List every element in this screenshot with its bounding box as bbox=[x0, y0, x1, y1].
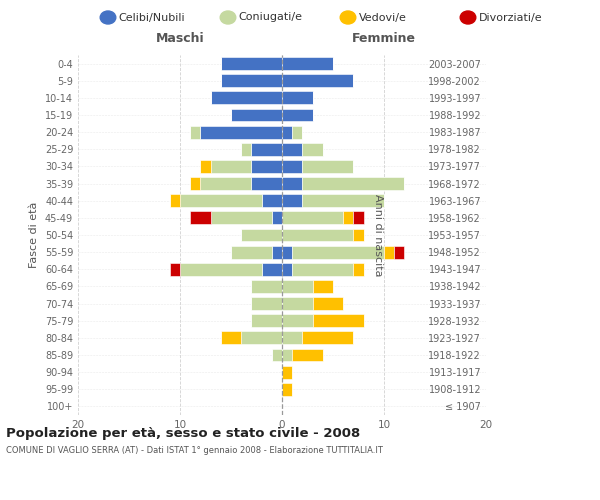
Bar bbox=[353, 228, 364, 241]
Bar bbox=[353, 212, 364, 224]
Bar bbox=[282, 74, 353, 87]
Text: COMUNE DI VAGLIO SERRA (AT) - Dati ISTAT 1° gennaio 2008 - Elaborazione TUTTITAL: COMUNE DI VAGLIO SERRA (AT) - Dati ISTAT… bbox=[6, 446, 383, 455]
Bar bbox=[241, 143, 251, 156]
Bar bbox=[282, 212, 343, 224]
Bar bbox=[282, 366, 292, 378]
Bar bbox=[282, 263, 292, 276]
Bar bbox=[302, 332, 353, 344]
Bar bbox=[292, 126, 302, 138]
Bar bbox=[221, 332, 241, 344]
Bar bbox=[353, 263, 364, 276]
Bar bbox=[180, 194, 262, 207]
Text: Maschi: Maschi bbox=[155, 32, 205, 45]
Bar bbox=[282, 280, 313, 293]
Bar bbox=[282, 194, 302, 207]
Bar bbox=[292, 263, 353, 276]
Bar bbox=[282, 297, 313, 310]
Bar bbox=[313, 280, 333, 293]
Bar bbox=[313, 297, 343, 310]
Bar bbox=[190, 177, 200, 190]
Bar bbox=[384, 246, 394, 258]
Bar bbox=[302, 194, 384, 207]
Bar bbox=[251, 280, 282, 293]
Bar bbox=[302, 143, 323, 156]
Bar bbox=[292, 348, 323, 362]
Bar bbox=[170, 194, 180, 207]
Bar bbox=[282, 177, 302, 190]
Bar bbox=[282, 143, 302, 156]
Bar bbox=[272, 212, 282, 224]
Bar bbox=[282, 57, 333, 70]
Text: Femmine: Femmine bbox=[352, 32, 416, 45]
Bar bbox=[282, 332, 302, 344]
Bar bbox=[282, 108, 313, 122]
Bar bbox=[251, 143, 282, 156]
Bar bbox=[282, 126, 292, 138]
Bar bbox=[211, 160, 251, 173]
Bar bbox=[180, 263, 262, 276]
Bar bbox=[282, 160, 302, 173]
Bar bbox=[272, 246, 282, 258]
Bar bbox=[282, 246, 292, 258]
Bar bbox=[282, 92, 313, 104]
Bar bbox=[251, 314, 282, 327]
Bar bbox=[241, 332, 282, 344]
Bar bbox=[302, 177, 404, 190]
Y-axis label: Anni di nascita: Anni di nascita bbox=[373, 194, 383, 276]
Bar bbox=[282, 314, 313, 327]
Bar bbox=[190, 212, 211, 224]
Bar bbox=[394, 246, 404, 258]
Bar bbox=[251, 297, 282, 310]
Bar bbox=[231, 246, 272, 258]
Bar bbox=[211, 212, 272, 224]
Bar bbox=[200, 160, 211, 173]
Bar bbox=[343, 212, 353, 224]
Bar bbox=[272, 348, 282, 362]
Bar bbox=[262, 263, 282, 276]
Bar bbox=[282, 228, 353, 241]
Bar bbox=[211, 92, 282, 104]
Bar bbox=[262, 194, 282, 207]
Bar bbox=[302, 160, 353, 173]
Bar bbox=[170, 263, 180, 276]
Text: Divorziati/e: Divorziati/e bbox=[479, 12, 542, 22]
Y-axis label: Fasce di età: Fasce di età bbox=[29, 202, 39, 268]
Bar bbox=[292, 246, 384, 258]
Bar bbox=[200, 177, 251, 190]
Bar bbox=[251, 160, 282, 173]
Bar bbox=[190, 126, 200, 138]
Text: Celibi/Nubili: Celibi/Nubili bbox=[119, 12, 185, 22]
Text: Coniugati/e: Coniugati/e bbox=[239, 12, 303, 22]
Bar bbox=[221, 57, 282, 70]
Bar bbox=[282, 383, 292, 396]
Bar bbox=[200, 126, 282, 138]
Bar bbox=[241, 228, 282, 241]
Bar bbox=[221, 74, 282, 87]
Text: Popolazione per età, sesso e stato civile - 2008: Popolazione per età, sesso e stato civil… bbox=[6, 427, 360, 440]
Bar bbox=[282, 348, 292, 362]
Bar bbox=[231, 108, 282, 122]
Bar bbox=[313, 314, 364, 327]
Bar bbox=[251, 177, 282, 190]
Text: Vedovi/e: Vedovi/e bbox=[359, 12, 407, 22]
